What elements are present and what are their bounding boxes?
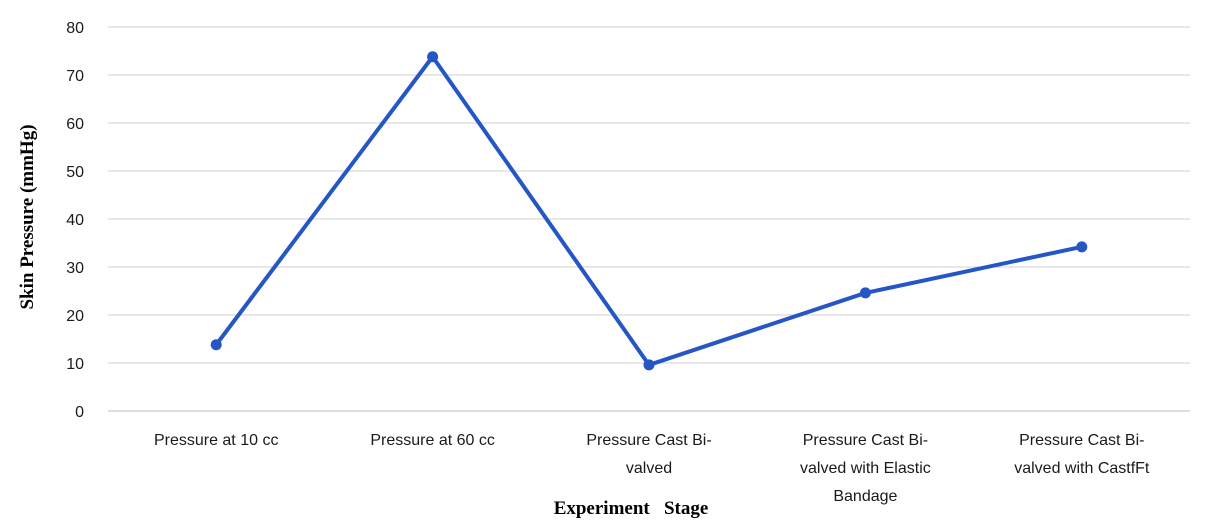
data-point (1076, 241, 1088, 253)
data-point (210, 339, 222, 351)
y-tick-label: 0 (75, 404, 84, 421)
data-point (643, 359, 655, 371)
y-tick-label: 70 (66, 68, 84, 85)
x-axis-categories: Pressure at 10 cc Pressure at 60 cc Pressu… (154, 432, 1150, 505)
y-tick-label: 40 (66, 212, 84, 229)
x-tick-label: Pressure Cast Bi-valved with Elastic Band… (800, 432, 931, 505)
data-point (427, 51, 439, 63)
y-tick-label: 80 (66, 20, 84, 37)
y-tick-label: 10 (66, 356, 84, 373)
x-axis-title: Experiment Stage (554, 498, 709, 519)
x-tick-label: Pressure Cast Bi-valved (586, 432, 711, 477)
y-tick-label: 30 (66, 260, 84, 277)
y-tick-label: 50 (66, 164, 84, 181)
y-axis-ticks: 0 10 20 30 40 50 60 70 80 (66, 20, 84, 421)
x-tick-label: Pressure at 60 cc (370, 432, 495, 449)
gridlines (108, 26, 1190, 412)
x-tick-label: Pressure Cast Bi-valved with CastfFt (1014, 432, 1150, 477)
y-axis-title: Skin Pressure (mmHg) (17, 124, 38, 309)
x-tick-label: Pressure at 10 cc (154, 432, 279, 449)
y-tick-label: 60 (66, 116, 84, 133)
series-layer (210, 51, 1088, 371)
series-line (214, 54, 1084, 367)
data-point (859, 287, 871, 299)
y-tick-label: 20 (66, 308, 84, 325)
